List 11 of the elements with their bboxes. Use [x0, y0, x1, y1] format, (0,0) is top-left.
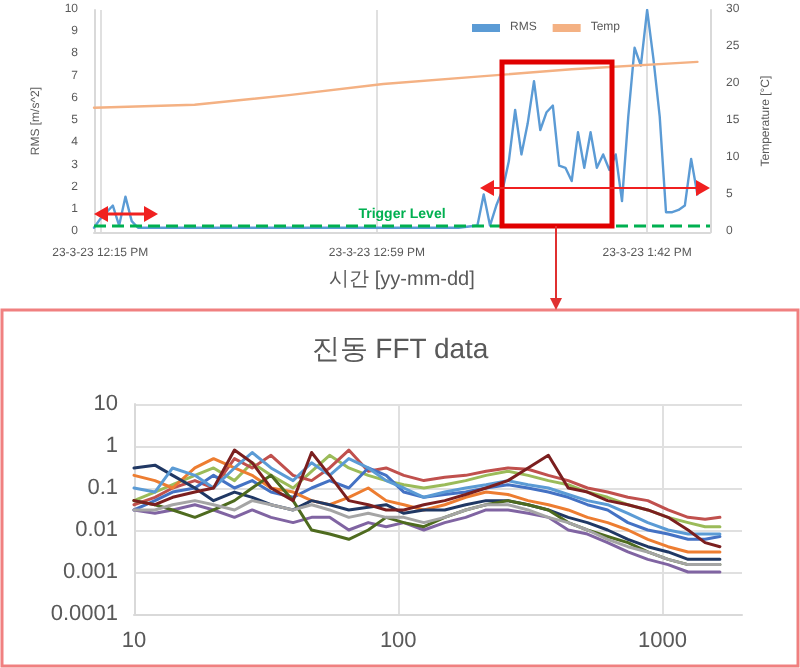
x-tick-label: 100 — [379, 629, 417, 653]
y-tick-label: 0.1 — [87, 476, 118, 500]
x-tick-label: 1000 — [637, 629, 687, 653]
y-tick-label: 0.0001 — [50, 602, 118, 626]
y-tick-label: 1 — [105, 434, 118, 458]
x-axis-title: 시간 [yy-mm-dd] — [329, 269, 476, 291]
y-tick-label: 10 — [93, 392, 118, 416]
y-tick-label: 0.01 — [75, 518, 118, 542]
y-tick-label: 0.001 — [62, 560, 118, 584]
x-tick-label: 10 — [121, 629, 147, 653]
chart-title: 진동 FFT data — [311, 332, 489, 364]
